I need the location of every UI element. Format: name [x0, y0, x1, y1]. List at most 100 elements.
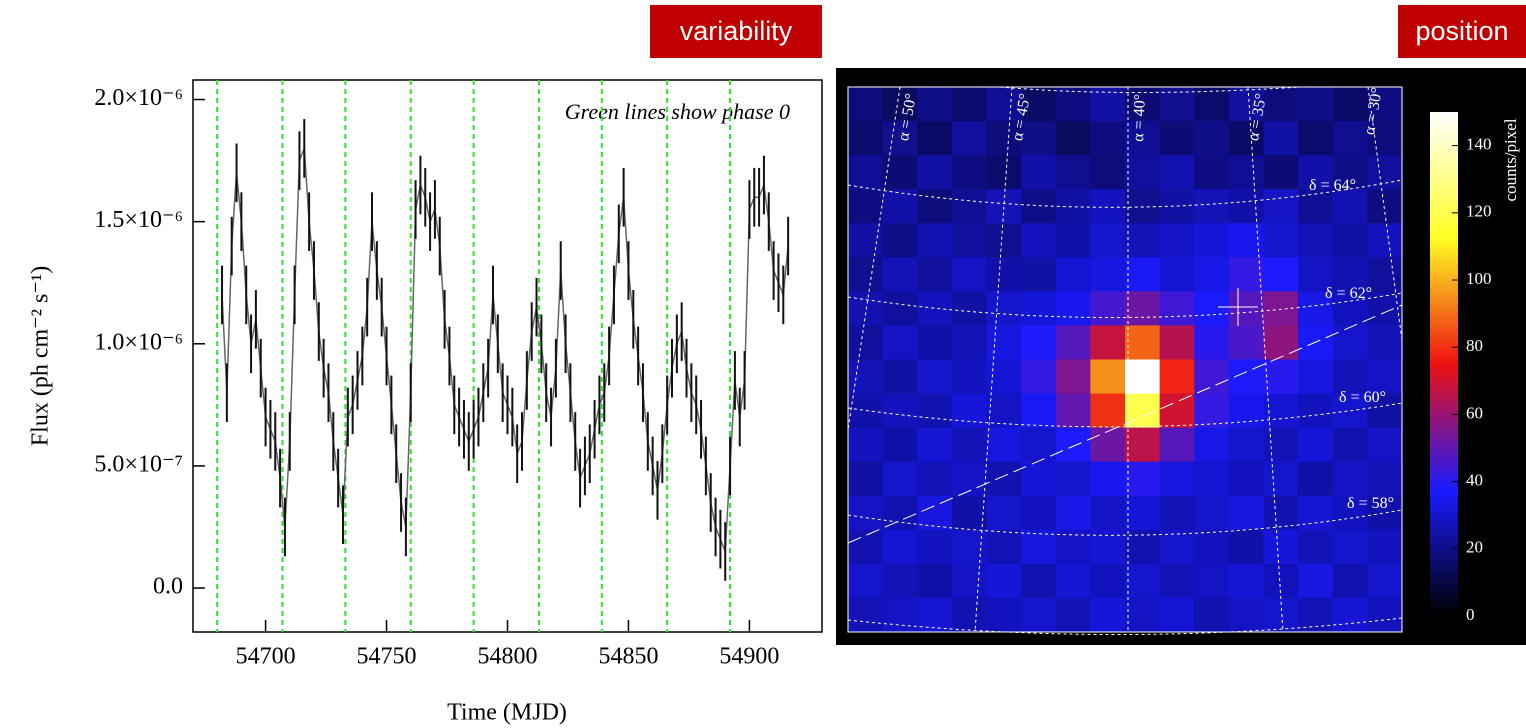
map-cell: [1194, 359, 1230, 395]
map-cell: [848, 121, 884, 156]
map-cell: [1332, 393, 1368, 429]
map-cell: [1298, 155, 1334, 190]
map-cell: [1159, 529, 1195, 565]
map-cell: [1367, 223, 1403, 258]
map-cell: [986, 427, 1022, 463]
map-cell: [1055, 121, 1091, 156]
map-cell: [882, 257, 918, 292]
y-tick-label: 5.0×10⁻⁷: [94, 451, 183, 477]
map-cell: [951, 563, 987, 599]
map-cell: [1298, 325, 1334, 360]
map-cell: [1367, 461, 1403, 497]
plot-frame: [192, 79, 823, 633]
map-cell: [1332, 189, 1368, 224]
x-axis-title: Time (MJD): [447, 700, 567, 726]
map-cell: [1228, 597, 1264, 633]
map-cell: [917, 597, 953, 633]
map-cell: [1263, 291, 1299, 326]
map-cell: [1228, 495, 1264, 531]
map-cell: [1228, 529, 1264, 565]
map-cell: [1263, 189, 1299, 224]
map-cell: [1332, 121, 1368, 156]
map-cell: [1367, 427, 1403, 463]
map-cell: [1367, 359, 1403, 395]
map-cell: [1021, 121, 1057, 156]
map-cell: [1055, 393, 1091, 429]
map-cell: [951, 359, 987, 395]
map-cell: [882, 597, 918, 633]
map-cell: [1194, 495, 1230, 531]
map-cell: [1159, 155, 1195, 190]
map-cell: [1125, 87, 1161, 122]
map-cell: [1332, 155, 1368, 190]
map-cell: [1021, 359, 1057, 395]
map-cell: [1332, 359, 1368, 395]
map-cell: [1332, 325, 1368, 360]
map-cell: [917, 223, 953, 258]
map-cell: [951, 393, 987, 429]
map-cell: [1194, 291, 1230, 326]
colorbar-tick-label: 120: [1466, 202, 1492, 221]
map-cell: [951, 427, 987, 463]
map-cell: [1194, 155, 1230, 190]
map-cell: [1263, 529, 1299, 565]
dec-line: [847, 292, 1403, 319]
map-cell: [1228, 461, 1264, 497]
map-cell: [1332, 427, 1368, 463]
map-cell: [1021, 427, 1057, 463]
map-cell: [1263, 359, 1299, 395]
map-cell: [1021, 529, 1057, 565]
x-tick-label: 54850: [598, 644, 658, 670]
map-cell: [848, 427, 884, 463]
map-cell: [951, 325, 987, 360]
map-cell: [986, 121, 1022, 156]
y-tick-label: 1.5×10⁻⁶: [94, 207, 183, 233]
map-cell: [1159, 359, 1195, 395]
map-cell: [1090, 291, 1126, 326]
map-cell: [1367, 563, 1403, 599]
map-cell: [1090, 461, 1126, 497]
map-cell: [986, 291, 1022, 326]
map-cell: [1367, 87, 1403, 122]
map-cell: [917, 529, 953, 565]
map-cell: [986, 597, 1022, 633]
map-cell: [1298, 223, 1334, 258]
map-cell: [1055, 189, 1091, 224]
dec-label: δ = 60°: [1339, 389, 1386, 406]
flux-line: [221, 148, 789, 552]
map-cell: [1228, 223, 1264, 258]
map-cell: [1263, 427, 1299, 463]
map-cell: [917, 87, 953, 122]
map-cell: [1159, 427, 1195, 463]
map-cell: [1228, 121, 1264, 156]
map-cell: [848, 155, 884, 190]
map-cell: [1332, 223, 1368, 258]
map-cell: [1125, 359, 1161, 395]
map-cell: [1332, 495, 1368, 531]
map-cell: [882, 461, 918, 497]
map-cell: [1090, 257, 1126, 292]
ra-line: [1367, 86, 1403, 341]
map-cell: [1125, 325, 1161, 360]
map-cell: [917, 393, 953, 429]
map-cell: [1159, 121, 1195, 156]
map-cell: [1125, 223, 1161, 258]
map-cell: [1021, 87, 1057, 122]
header-box: [1398, 5, 1526, 58]
map-cell: [1194, 461, 1230, 497]
map-cell: [1263, 461, 1299, 497]
map-cell: [1055, 563, 1091, 599]
map-cell: [951, 189, 987, 224]
map-cell: [1021, 495, 1057, 531]
map-cell: [1194, 189, 1230, 224]
map-cell: [848, 257, 884, 292]
map-cell: [1159, 87, 1195, 122]
map-cell: [1090, 495, 1126, 531]
map-cell: [1298, 359, 1334, 395]
map-cell: [1298, 495, 1334, 531]
map-cell: [951, 495, 987, 531]
map-cell: [1332, 87, 1368, 122]
colorbar-tick-label: 80: [1466, 336, 1483, 355]
map-cell: [1021, 223, 1057, 258]
